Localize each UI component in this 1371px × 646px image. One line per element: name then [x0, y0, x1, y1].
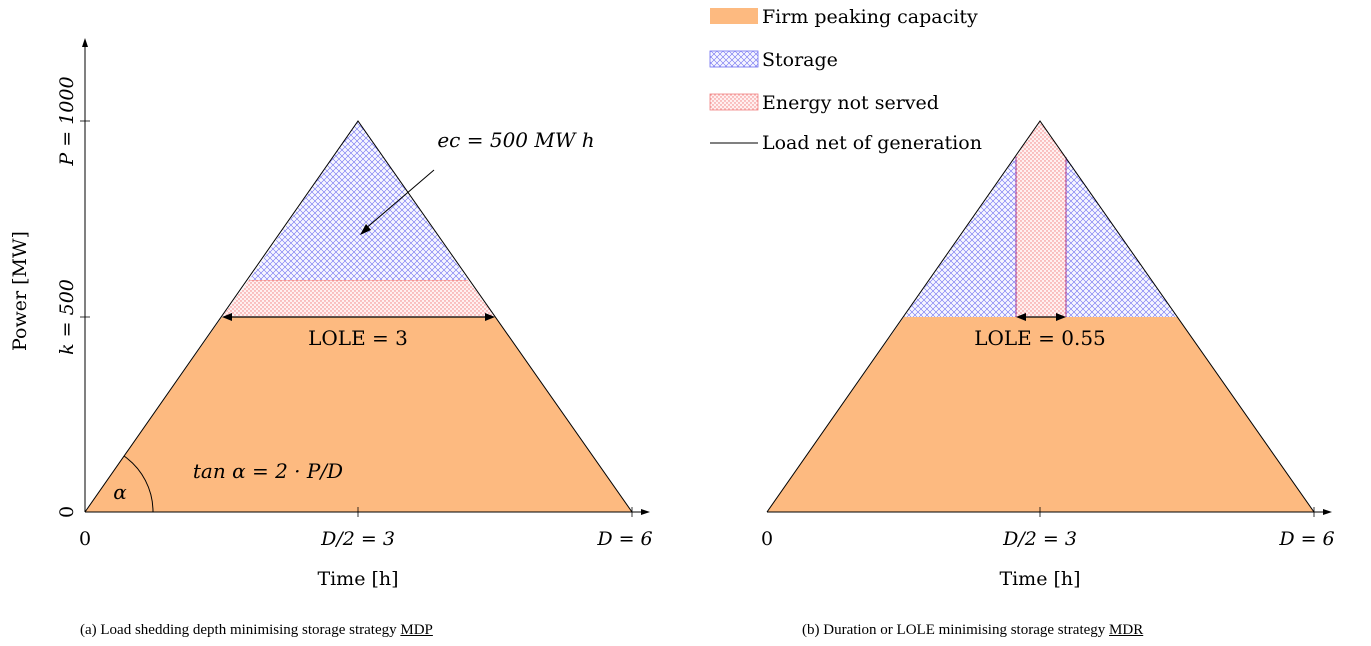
- right-xlabel: Time [h]: [999, 568, 1080, 590]
- right-xtick-end: D = 6: [1278, 528, 1334, 550]
- right-caption: (b) Duration or LOLE minimising storage …: [802, 622, 1143, 639]
- left-ytick-k: k = 500: [56, 279, 78, 355]
- right-plot: 0 D/2 = 3 D = 6 Time [h] LOLE = 0.55: [761, 120, 1335, 590]
- left-caption-text: (a) Load shedding depth minimising stora…: [80, 622, 397, 638]
- left-xtick-mid: D/2 = 3: [320, 528, 395, 550]
- legend: Firm peaking capacity Storage Energy not…: [709, 6, 982, 154]
- left-load-net-of-generation-line: [84, 120, 633, 513]
- legend-label-3: Load net of generation: [762, 132, 982, 154]
- right-caption-text: (b) Duration or LOLE minimising storage …: [802, 622, 1106, 638]
- left-ec-annotation: ec = 500 MW h: [437, 128, 594, 152]
- legend-swatch-firm: [710, 8, 758, 24]
- right-firm-capacity-area: [767, 317, 1314, 512]
- left-alpha-label: α: [113, 480, 127, 504]
- right-load-net-of-generation-line: [766, 120, 1315, 513]
- right-xtick-zero: 0: [761, 528, 773, 550]
- left-lole-label: LOLE = 3: [308, 326, 408, 350]
- left-ylabel: Power [MW]: [9, 231, 31, 351]
- legend-label-1: Storage: [762, 49, 838, 71]
- left-alpha-arc: [123, 455, 154, 513]
- left-firm-capacity-area: [85, 317, 632, 512]
- left-ytick-zero: 0: [56, 506, 78, 518]
- left-xtick-end: D = 6: [596, 528, 652, 550]
- right-caption-code: MDR: [1109, 622, 1144, 638]
- left-ec-arrow: [363, 169, 435, 231]
- left-ytick-p: P = 1000: [56, 76, 78, 166]
- left-plot: Power [MW] P = 1000 k = 500 0 0 D/2 = 3 …: [9, 38, 653, 590]
- legend-label-0: Firm peaking capacity: [762, 6, 978, 28]
- left-xlabel: Time [h]: [317, 568, 398, 590]
- legend-label-2: Energy not served: [762, 92, 939, 114]
- left-caption: (a) Load shedding depth minimising stora…: [80, 622, 433, 639]
- right-xtick-mid: D/2 = 3: [1002, 528, 1077, 550]
- right-lole-label: LOLE = 0.55: [974, 326, 1106, 350]
- left-xtick-zero: 0: [79, 528, 91, 550]
- left-tan-label: tan α = 2 · P/D: [193, 459, 343, 483]
- left-caption-code: MDP: [400, 622, 433, 638]
